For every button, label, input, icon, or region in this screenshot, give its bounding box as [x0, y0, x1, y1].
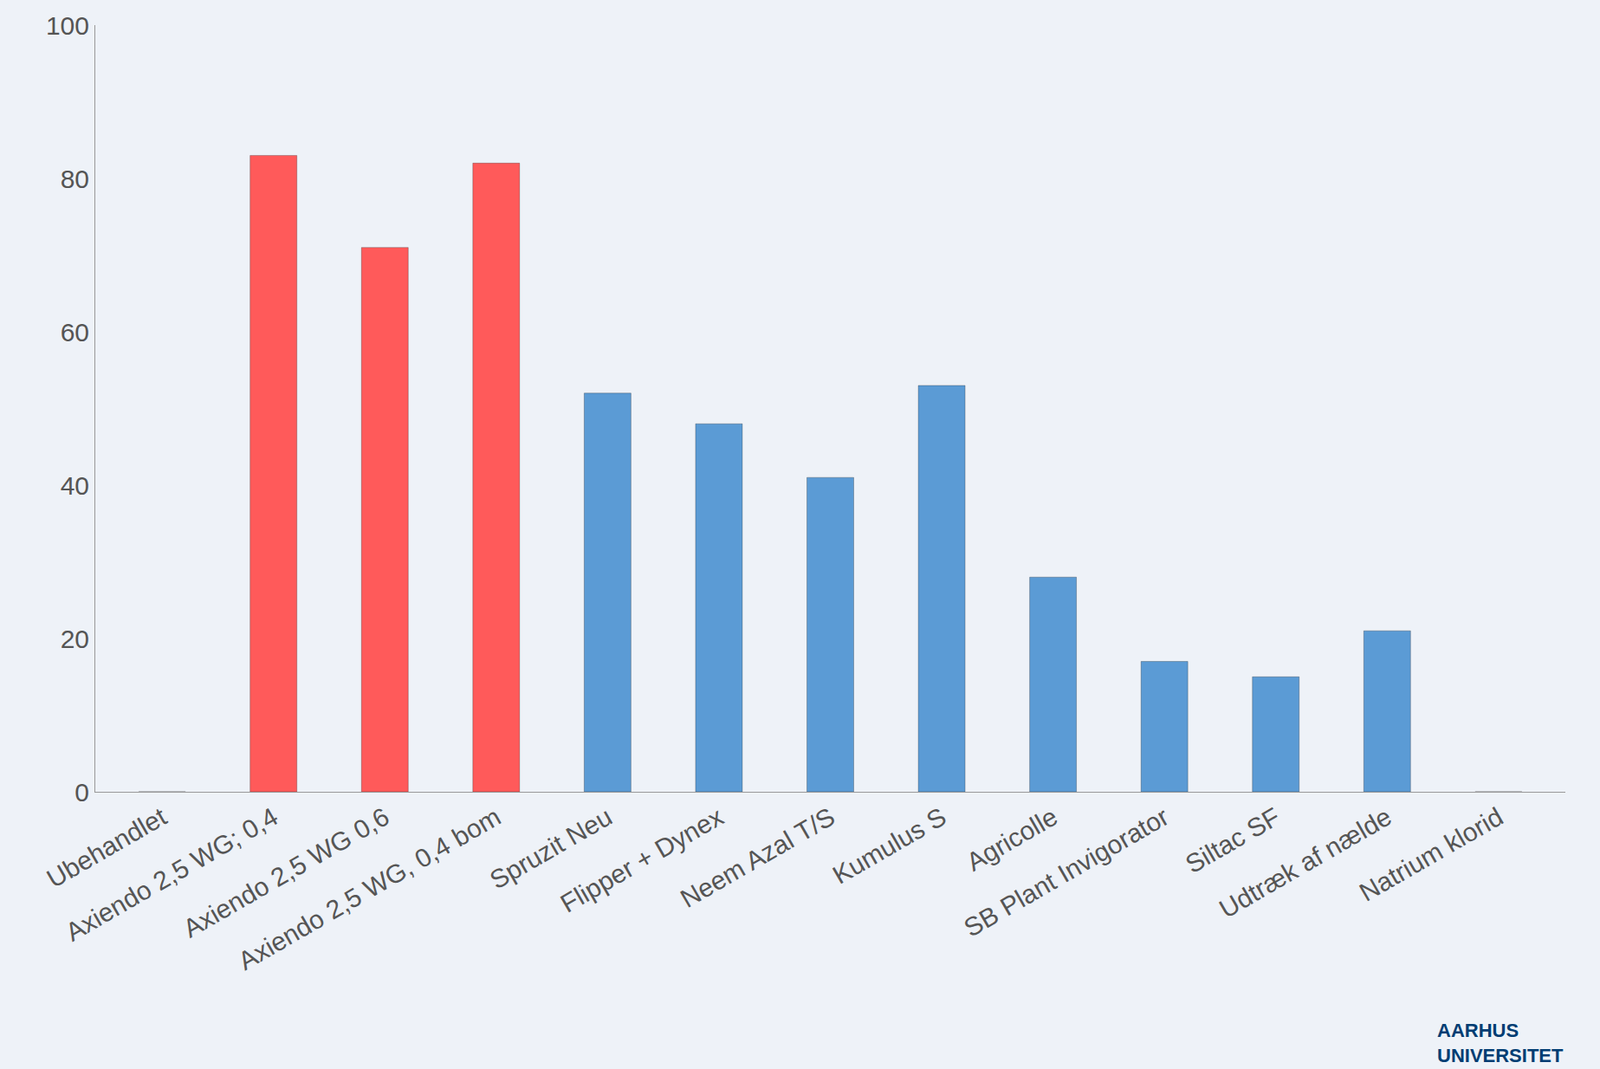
svg-text:60: 60 — [60, 317, 90, 347]
svg-text:Axiendo 2,5 WG, 0,4 bom: Axiendo 2,5 WG, 0,4 bom — [233, 802, 506, 976]
svg-text:Spruzit Neu: Spruzit Neu — [485, 802, 617, 895]
svg-text:Ubehandlet: Ubehandlet — [41, 801, 172, 894]
svg-text:AARHUSUNIVERSITET: AARHUSUNIVERSITET — [1437, 1019, 1564, 1067]
svg-text:20: 20 — [60, 624, 90, 654]
svg-text:Axiendo 2,5 WG 0,6: Axiendo 2,5 WG 0,6 — [178, 802, 395, 944]
svg-text:Neem Azal T/S: Neem Azal T/S — [675, 802, 840, 914]
svg-text:Siltac SF: Siltac SF — [1180, 802, 1285, 880]
svg-text:Udtræk af nælde: Udtræk af nælde — [1214, 802, 1397, 924]
svg-text:Flipper + Dynex: Flipper + Dynex — [555, 802, 728, 919]
svg-text:Kumulus S: Kumulus S — [827, 802, 951, 890]
svg-text:Natrium klorid: Natrium klorid — [1354, 802, 1509, 907]
svg-text:80: 80 — [60, 164, 90, 194]
svg-text:0: 0 — [74, 777, 90, 807]
svg-text:SB Plant Invigorator: SB Plant Invigorator — [958, 802, 1174, 943]
svg-text:Axiendo 2,5 WG; 0,4: Axiendo 2,5 WG; 0,4 — [60, 802, 283, 947]
svg-text:40: 40 — [60, 471, 90, 500]
svg-text:Agricolle: Agricolle — [961, 802, 1063, 877]
svg-text:100: 100 — [45, 11, 90, 40]
